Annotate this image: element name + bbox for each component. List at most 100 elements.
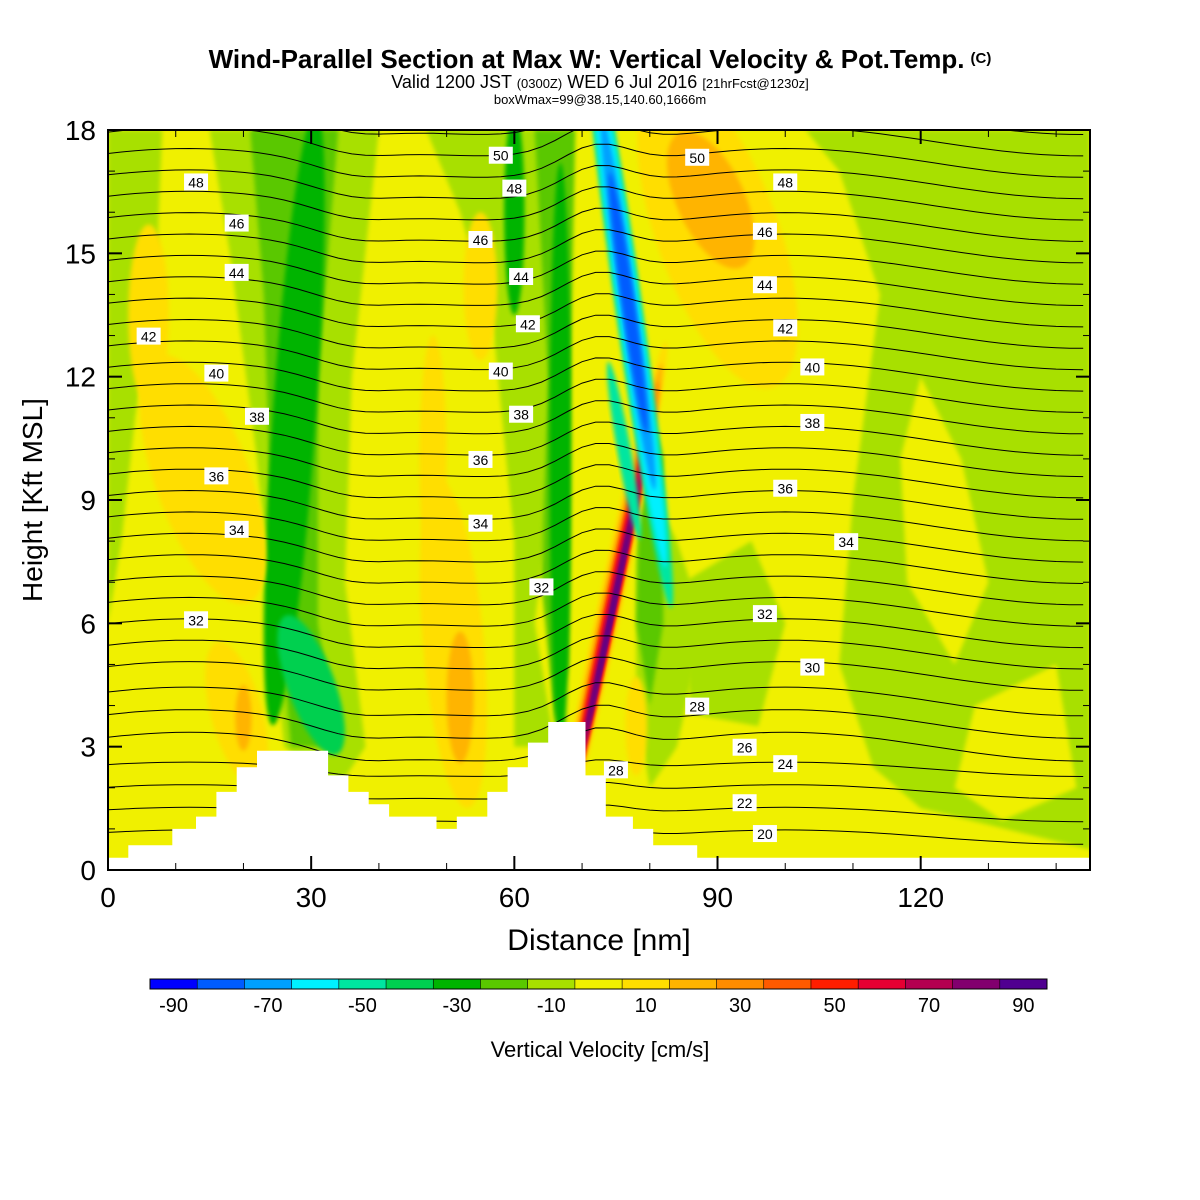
- contour-label: 20: [752, 825, 777, 843]
- contour-label-text: 28: [608, 762, 624, 778]
- colorbar-swatch: [480, 979, 529, 989]
- downdraft-jet-tail: [606, 361, 642, 540]
- y-tick-label: 3: [80, 732, 96, 763]
- contour-label-text: 46: [473, 232, 489, 248]
- contour-label-text: 32: [188, 612, 204, 628]
- terrain-mask: [108, 722, 1090, 870]
- y-tick-label: 9: [80, 485, 96, 516]
- contour-label: 40: [800, 358, 825, 376]
- chart-title: Wind-Parallel Section at Max W: Vertical…: [0, 44, 1200, 75]
- colorbar-swatch: [763, 979, 812, 989]
- contour-label-text: 22: [737, 795, 753, 811]
- x-tick-label: 0: [100, 882, 116, 913]
- contour-label: 44: [752, 276, 777, 294]
- downdraft-strong-mid: [549, 162, 572, 755]
- isentrope: [108, 656, 1084, 691]
- valid-prefix: Valid 1200 JST: [391, 72, 512, 92]
- y-tick-label: 0: [80, 855, 96, 886]
- contour-label-text: 32: [757, 606, 773, 622]
- colorbar-tick-label: 10: [635, 995, 657, 1017]
- contour-label-text: 30: [805, 660, 821, 676]
- contour-label-text: 26: [737, 740, 753, 756]
- isentrope: [108, 485, 1084, 520]
- contour-label: 28: [603, 761, 628, 779]
- copyright-mark: (C): [970, 50, 992, 67]
- colorbar-swatch: [197, 979, 245, 989]
- valid-date: WED 6 Jul 2016: [567, 72, 698, 92]
- colorbar-tick-label: 90: [1012, 995, 1034, 1017]
- isentrope: [108, 421, 1084, 456]
- contour-label: 32: [752, 605, 777, 623]
- contour-label-text: 42: [141, 329, 157, 345]
- contour-label: 44: [224, 263, 249, 281]
- contour-label: 50: [685, 148, 710, 166]
- isentrope: [108, 250, 1084, 285]
- contour-label: 34: [834, 533, 859, 551]
- updraft-southwest-core: [235, 685, 252, 751]
- colorbar-frame: [149, 978, 1048, 990]
- contour-label: 48: [502, 179, 527, 197]
- colorbar: -90 -70 -50 -30 -10 10 30 50 70 90: [149, 978, 1048, 1017]
- contour-label: 38: [509, 405, 534, 423]
- contour-label-text: 44: [229, 265, 245, 281]
- isentrope: [108, 592, 1084, 627]
- colorbar-tick-label: 50: [823, 995, 845, 1017]
- x-tick-label: 30: [296, 882, 327, 913]
- contour-label: 50: [488, 146, 513, 164]
- pot-temp-contours: [108, 130, 1084, 845]
- colorbar-tick-label: -10: [537, 995, 566, 1017]
- contour-label: 26: [732, 738, 757, 756]
- contour-label-text: 34: [838, 534, 854, 550]
- isentrope: [108, 507, 1084, 542]
- isentrope: [108, 464, 1084, 499]
- contour-label: 48: [773, 173, 798, 191]
- contour-label-text: 40: [805, 359, 821, 375]
- contour-label-text: 44: [513, 269, 529, 285]
- colorbar-swatch: [574, 979, 623, 989]
- contour-label: 38: [800, 413, 825, 431]
- contour-label: 48: [184, 173, 209, 191]
- isentrope: [108, 336, 1084, 371]
- title-main: Wind-Parallel Section at Max W: Vertical…: [208, 44, 965, 74]
- contour-label: 34: [224, 520, 249, 538]
- colorbar-swatch: [905, 979, 953, 989]
- contour-label: 44: [509, 268, 534, 285]
- isentrope: [108, 271, 1084, 306]
- contour-label-text: 42: [520, 316, 536, 332]
- isentrope: [108, 143, 1084, 178]
- y-tick-label: 6: [80, 608, 96, 639]
- colorbar-swatch: [952, 979, 1001, 989]
- colorbar-swatch: [716, 979, 765, 989]
- valid-forecast: [21hrFcst@1230z]: [702, 76, 809, 91]
- contour-label-text: 46: [757, 224, 773, 240]
- isentrope: [108, 571, 1084, 606]
- contour-label-text: 38: [249, 409, 265, 425]
- contour-label-text: 40: [209, 366, 225, 382]
- colorbar-swatch: [291, 979, 340, 989]
- contour-label-text: 20: [757, 826, 773, 842]
- contour-label: 36: [204, 467, 229, 485]
- contour-label-text: 38: [805, 415, 821, 431]
- contour-label-text: 48: [188, 174, 204, 190]
- updraft-east-low: [625, 676, 648, 776]
- downdraft-lobe: [683, 541, 786, 727]
- colorbar-swatch: [527, 979, 576, 989]
- updraft-break-right-low: [954, 664, 1077, 821]
- contour-label: 38: [244, 407, 269, 425]
- contour-label-text: 48: [507, 181, 523, 197]
- x-tick-label: 90: [702, 882, 733, 913]
- colorbar-swatch: [150, 979, 198, 989]
- contour-label-text: 36: [473, 452, 489, 468]
- contour-label-text: 48: [777, 174, 793, 190]
- colorbar-swatch: [433, 979, 481, 989]
- contour-label-text: 44: [757, 277, 773, 293]
- isentrope: [108, 443, 1084, 478]
- box-info: boxWmax=99@38.15,140.60,1666m: [493, 92, 707, 107]
- colorbar-tick-label: -50: [348, 995, 377, 1017]
- isentrope: [108, 528, 1084, 563]
- contour-label: 24: [773, 755, 798, 773]
- colorbar-swatch: [669, 979, 717, 989]
- contour-label: 30: [800, 658, 825, 676]
